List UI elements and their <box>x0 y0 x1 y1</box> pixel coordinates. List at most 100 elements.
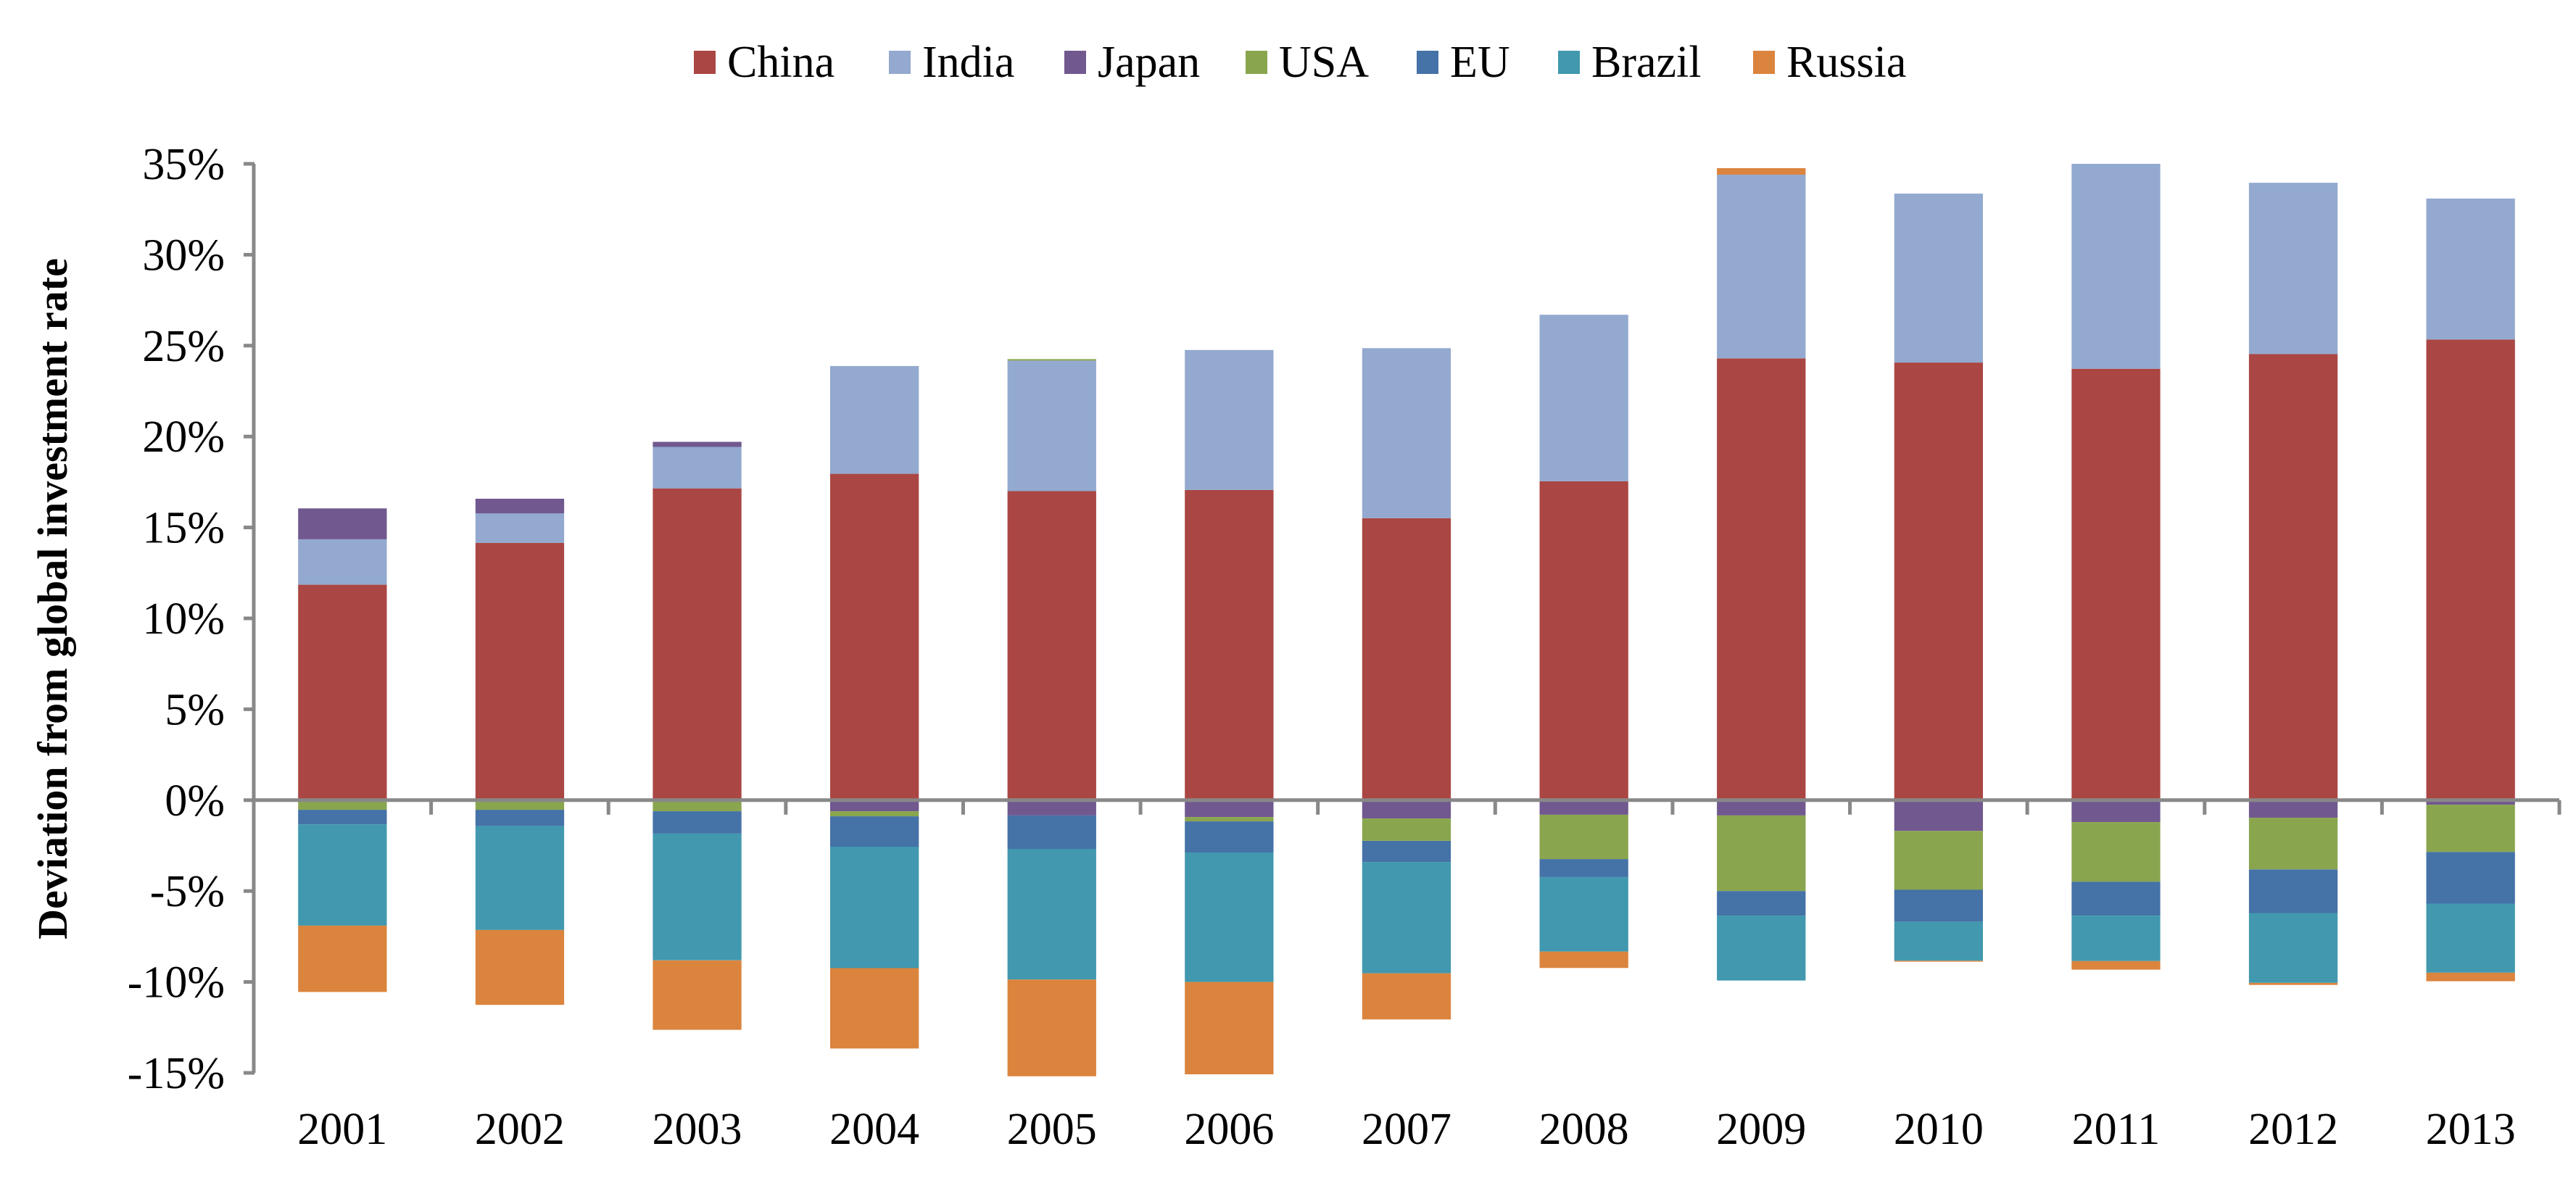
y-tick-label: 30% <box>142 231 225 280</box>
bar-china-2008 <box>1539 481 1628 800</box>
bar-usa-2012 <box>2248 818 2338 870</box>
bar-eu-2004 <box>830 816 919 847</box>
bar-japan-2011 <box>2071 800 2161 823</box>
x-tick-label: 2006 <box>1184 1105 1274 1154</box>
y-tick-label: -10% <box>128 958 225 1008</box>
y-tick-label: 0% <box>165 776 225 826</box>
bar-eu-2003 <box>653 811 742 834</box>
bar-japan-2007 <box>1362 800 1451 819</box>
bar-china-2003 <box>653 488 742 800</box>
bars <box>298 164 2515 1076</box>
bar-india-2013 <box>2426 198 2515 340</box>
legend-swatch <box>1558 51 1580 74</box>
bar-russia-2013 <box>2426 972 2515 982</box>
x-tick-label: 2013 <box>2426 1105 2516 1154</box>
x-tick-label: 2009 <box>1716 1105 1806 1154</box>
bar-russia-2002 <box>475 929 565 1005</box>
bar-japan-2008 <box>1539 800 1628 815</box>
legend-swatch <box>889 51 911 74</box>
y-tick-label: 25% <box>142 322 225 371</box>
legend-item-usa: USA <box>1246 38 1369 87</box>
x-tick-label: 2007 <box>1362 1105 1451 1154</box>
legend-item-eu: EU <box>1417 38 1510 87</box>
bar-brazil-2007 <box>1362 862 1451 974</box>
bar-india-2002 <box>475 513 565 543</box>
bar-brazil-2011 <box>2071 916 2161 961</box>
bar-china-2002 <box>475 542 565 800</box>
legend-item-japan: Japan <box>1064 38 1200 87</box>
bar-eu-2001 <box>298 810 387 825</box>
bar-brazil-2005 <box>1007 849 1096 980</box>
legend-swatch <box>1246 51 1267 74</box>
bar-japan-2006 <box>1185 800 1274 818</box>
bar-india-2007 <box>1362 348 1451 518</box>
bar-eu-2007 <box>1362 841 1451 863</box>
legend-swatch <box>1417 51 1438 74</box>
bar-india-2008 <box>1539 315 1628 481</box>
bar-india-2009 <box>1717 175 1806 359</box>
bar-russia-2011 <box>2071 961 2161 970</box>
bar-russia-2006 <box>1185 982 1274 1074</box>
legend-item-brazil: Brazil <box>1558 38 1702 87</box>
bar-usa-2009 <box>1717 815 1806 892</box>
bar-brazil-2010 <box>1894 921 1983 961</box>
bar-russia-2012 <box>2248 982 2338 985</box>
legend-item-china: China <box>694 38 834 87</box>
bar-japan-2003 <box>653 441 742 447</box>
bar-japan-2002 <box>475 499 565 514</box>
x-tick-label: 2001 <box>297 1105 387 1154</box>
bar-usa-2004 <box>830 811 919 817</box>
x-tick-label: 2003 <box>653 1105 742 1154</box>
y-tick-label: 35% <box>142 140 225 189</box>
y-tick-label: 20% <box>142 412 225 462</box>
bar-usa-2002 <box>475 800 565 810</box>
bar-china-2009 <box>1717 358 1806 800</box>
bar-eu-2011 <box>2071 881 2161 916</box>
x-tick-label: 2002 <box>475 1105 565 1154</box>
x-tick-label: 2012 <box>2248 1105 2338 1154</box>
bar-usa-2013 <box>2426 805 2515 852</box>
legend-label: EU <box>1450 38 1510 87</box>
x-ticks: 2001 2002 2003 2004 2005 2006 2007 2008 2009 2010… <box>297 800 2561 1154</box>
bar-india-2005 <box>1007 360 1096 491</box>
bar-usa-2010 <box>1894 831 1983 890</box>
bar-china-2006 <box>1185 489 1274 800</box>
legend-item-russia: Russia <box>1753 38 1906 87</box>
bar-china-2011 <box>2071 368 2161 800</box>
bar-china-2013 <box>2426 339 2515 800</box>
legend-swatch <box>1064 51 1086 74</box>
y-ticks: 35% 30% 25% 20% 15% 10% 5% 0% -5% -10% -15% <box>128 140 254 1098</box>
y-tick-label: 5% <box>165 685 225 734</box>
y-axis-title: Deviation from global investment rate <box>29 258 76 939</box>
x-tick-label: 2008 <box>1539 1105 1629 1154</box>
bar-japan-2012 <box>2248 800 2338 818</box>
legend-label: India <box>922 38 1014 87</box>
legend-label: USA <box>1279 38 1369 87</box>
bar-india-2001 <box>298 539 387 585</box>
bar-russia-2001 <box>298 925 387 992</box>
bar-japan-2010 <box>1894 800 1983 831</box>
bar-brazil-2001 <box>298 824 387 926</box>
bar-india-2011 <box>2071 164 2161 369</box>
bar-eu-2013 <box>2426 852 2515 904</box>
bar-japan-2001 <box>298 508 387 539</box>
bar-eu-2009 <box>1717 891 1806 916</box>
bar-brazil-2009 <box>1717 916 1806 981</box>
bar-eu-2010 <box>1894 889 1983 922</box>
x-tick-label: 2005 <box>1007 1105 1097 1154</box>
bar-usa-2011 <box>2071 822 2161 882</box>
bar-russia-2004 <box>830 968 919 1049</box>
x-tick-label: 2004 <box>829 1105 919 1154</box>
bar-usa-2001 <box>298 800 387 810</box>
bar-usa-2008 <box>1539 814 1628 860</box>
bar-china-2012 <box>2248 354 2338 800</box>
y-tick-label: 15% <box>142 504 225 553</box>
bar-eu-2002 <box>475 810 565 826</box>
legend-label: China <box>727 38 834 87</box>
bar-russia-2003 <box>653 960 742 1030</box>
bar-japan-2005 <box>1007 800 1096 816</box>
bar-india-2012 <box>2248 183 2338 354</box>
bar-china-2007 <box>1362 518 1451 800</box>
x-tick-label: 2011 <box>2072 1105 2161 1154</box>
